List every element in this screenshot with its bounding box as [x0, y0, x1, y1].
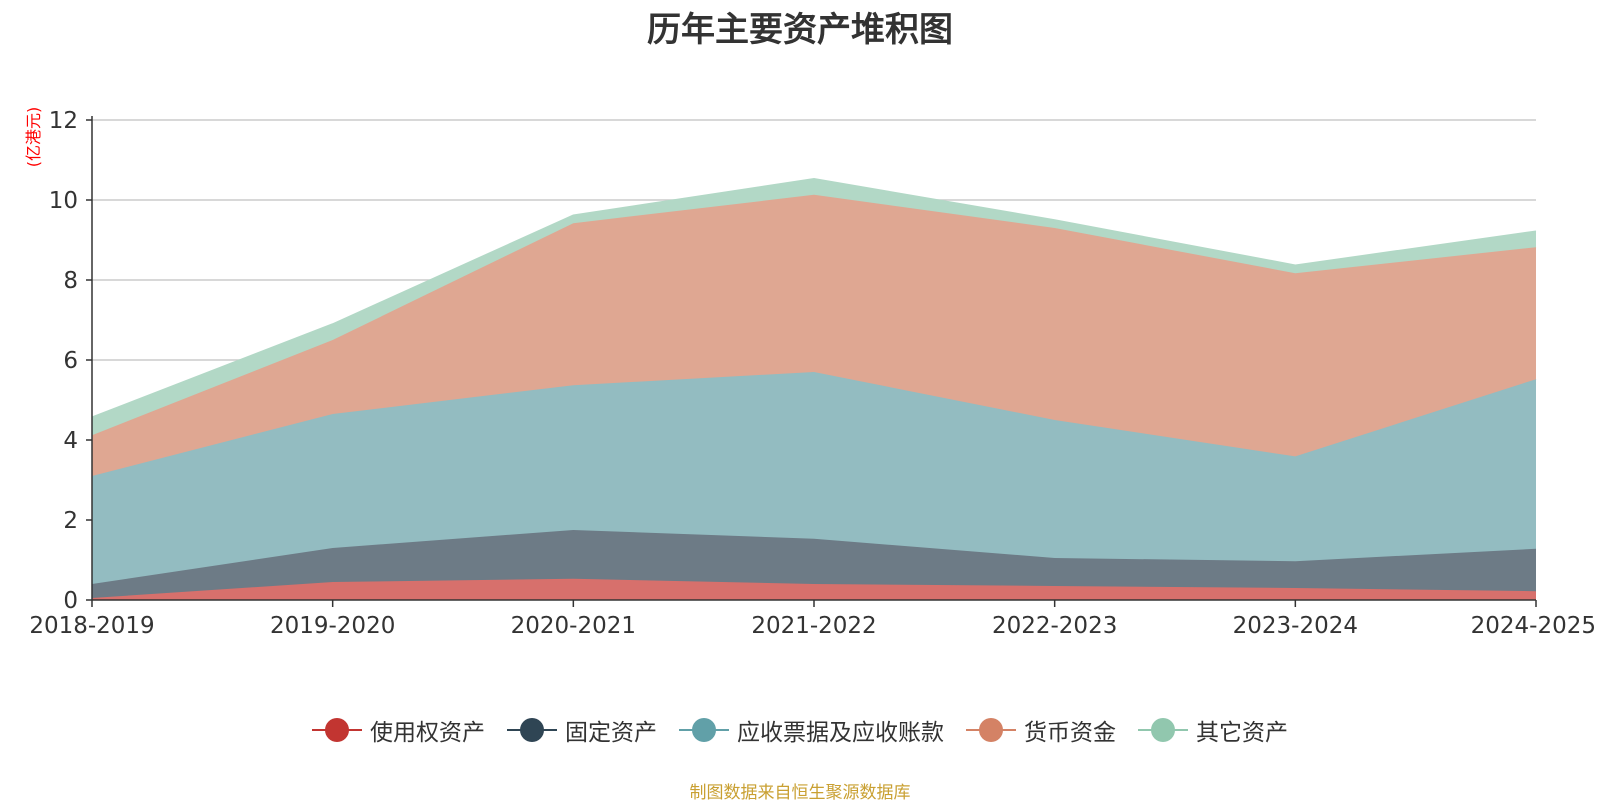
legend-marker-icon [1138, 717, 1188, 743]
legend-label: 应收票据及应收账款 [737, 720, 944, 746]
legend-label: 固定资产 [565, 720, 657, 746]
legend-item-0[interactable]: 使用权资产 [312, 713, 485, 747]
y-tick-label-6: 12 [49, 108, 78, 134]
legend-label: 使用权资产 [370, 720, 485, 746]
source-note: 制图数据来自恒生聚源数据库 [689, 783, 911, 803]
legend-label: 其它资产 [1196, 720, 1288, 746]
legend-marker-icon [507, 717, 557, 743]
x-tick-label-6: 2024-2025 [1471, 613, 1596, 639]
y-tick-label-2: 4 [63, 428, 78, 454]
legend-item-2[interactable]: 应收票据及应收账款 [679, 713, 944, 747]
x-tick-label-4: 2022-2023 [992, 613, 1117, 639]
legend-marker-icon [312, 717, 362, 743]
legend-label: 货币资金 [1024, 720, 1116, 746]
y-tick-label-4: 8 [63, 268, 78, 294]
area-series-1[interactable] [92, 530, 1536, 598]
x-tick-label-0: 2018-2019 [29, 613, 154, 639]
x-tick-label-2: 2020-2021 [511, 613, 636, 639]
y-tick-label-0: 0 [63, 588, 78, 614]
chart-plot: 0 2 4 6 8 10 12 2018-2019 2019-2020 2020-2021 2021… [29, 108, 1596, 639]
x-tick-label-1: 2019-2020 [270, 613, 395, 639]
legend-item-4[interactable]: 其它资产 [1138, 713, 1288, 747]
chart-title: 历年主要资产堆积图 [647, 10, 953, 50]
x-tick-label-3: 2021-2022 [751, 613, 876, 639]
legend-marker-icon [966, 717, 1016, 743]
legend-item-1[interactable]: 固定资产 [507, 713, 657, 747]
y-tick-label-5: 10 [49, 188, 78, 214]
area-series-3[interactable] [92, 194, 1536, 477]
area-series-2[interactable] [92, 372, 1536, 584]
stacked-areas [91, 178, 1537, 600]
x-tick-label-5: 2023-2024 [1233, 613, 1358, 639]
legend-item-3[interactable]: 货币资金 [966, 713, 1116, 747]
axes: 0 2 4 6 8 10 12 2018-2019 2019-2020 2020-2021 2021… [29, 108, 1596, 639]
y-tick-label-3: 6 [63, 348, 78, 374]
y-tick-label-1: 2 [63, 508, 78, 534]
area-series-0[interactable] [92, 578, 1536, 600]
area-series-line-4 [91, 178, 1537, 418]
legend-marker-icon [679, 717, 729, 743]
legend: 使用权资产 固定资产 应收票据及应收账款 货币资金 其它资产 [0, 713, 1600, 747]
